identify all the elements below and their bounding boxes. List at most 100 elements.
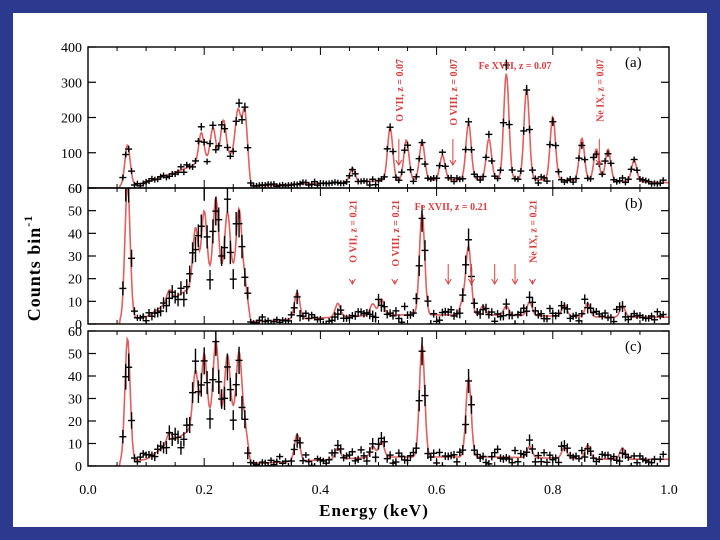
data-point bbox=[543, 458, 551, 466]
data-point bbox=[488, 308, 496, 316]
data-point bbox=[125, 145, 133, 153]
data-point bbox=[619, 301, 627, 313]
y-tick-label: 30 bbox=[68, 250, 82, 265]
data-point bbox=[401, 146, 409, 154]
line-marker-arrowhead bbox=[491, 278, 499, 285]
data-point bbox=[258, 313, 266, 320]
data-point bbox=[511, 320, 519, 324]
plot-area bbox=[88, 331, 669, 466]
data-point bbox=[398, 318, 406, 324]
data-point bbox=[311, 178, 319, 185]
data-point bbox=[287, 311, 295, 319]
panel-label: (a) bbox=[625, 55, 642, 71]
data-point bbox=[215, 369, 223, 394]
data-point bbox=[136, 453, 144, 461]
y-tick-label: 0 bbox=[75, 182, 82, 197]
data-point bbox=[485, 130, 493, 138]
data-point bbox=[436, 448, 444, 457]
data-point bbox=[537, 457, 545, 466]
plot-area bbox=[88, 188, 669, 324]
data-point bbox=[244, 144, 252, 151]
line-marker-arrowhead bbox=[444, 278, 452, 285]
x-tick-label: 1.0 bbox=[660, 483, 678, 498]
data-point bbox=[203, 225, 211, 249]
data-point bbox=[226, 240, 234, 265]
data-point bbox=[555, 458, 563, 466]
data-point bbox=[209, 219, 217, 244]
annotation-arrowhead bbox=[529, 278, 536, 285]
y-tick-label: 60 bbox=[68, 325, 82, 340]
data-point bbox=[276, 453, 284, 460]
data-point bbox=[581, 156, 589, 163]
data-point bbox=[476, 177, 484, 184]
line-annotation-group: O VII, z = 0.07 bbox=[395, 59, 406, 122]
data-point bbox=[162, 441, 170, 455]
data-point bbox=[177, 281, 185, 296]
data-point bbox=[418, 204, 426, 232]
line-annotation: O VII, z = 0.21 bbox=[348, 200, 359, 263]
data-point bbox=[409, 309, 417, 317]
data-point bbox=[389, 148, 397, 155]
data-point bbox=[621, 179, 629, 186]
data-point bbox=[528, 167, 536, 174]
data-point bbox=[648, 459, 656, 466]
panel-1: 0 100 200 300 400 (a) O VII, z = 0.07 O VIII, z… bbox=[61, 41, 670, 197]
data-point bbox=[511, 446, 519, 455]
y-tick-label: 40 bbox=[68, 370, 82, 385]
data-point bbox=[270, 461, 278, 466]
data-point bbox=[572, 175, 580, 182]
data-point bbox=[563, 443, 571, 453]
data-point bbox=[499, 310, 507, 321]
data-point bbox=[392, 307, 400, 315]
data-point bbox=[354, 455, 362, 463]
y-axis-label: Counts bin-1 bbox=[21, 215, 44, 322]
data-point bbox=[229, 269, 237, 290]
annotation-arrowhead bbox=[391, 278, 399, 285]
y-tick-label: 30 bbox=[68, 393, 82, 408]
data-point bbox=[479, 173, 487, 180]
data-point bbox=[209, 121, 217, 130]
line-annotation-group: O VIII, z = 0.07 bbox=[449, 59, 460, 126]
data-point bbox=[575, 155, 583, 162]
data-point bbox=[421, 384, 429, 407]
data-point bbox=[372, 452, 380, 463]
data-point bbox=[555, 309, 563, 318]
data-point bbox=[206, 270, 214, 290]
data-point bbox=[424, 295, 432, 307]
panel-label: (b) bbox=[625, 196, 643, 212]
data-point bbox=[372, 181, 380, 188]
y-axis-label-group: Counts bin-1 bbox=[21, 215, 44, 322]
data-point bbox=[656, 455, 664, 463]
line-annotation: O VIII, z = 0.21 bbox=[391, 200, 402, 267]
data-point bbox=[528, 444, 536, 454]
data-point bbox=[348, 166, 356, 173]
annotation-arrowhead bbox=[595, 159, 603, 166]
data-point bbox=[186, 265, 194, 282]
data-point bbox=[212, 146, 220, 154]
data-point bbox=[595, 456, 603, 463]
data-point bbox=[177, 163, 185, 170]
data-point bbox=[197, 123, 205, 131]
data-point bbox=[223, 144, 231, 151]
model-curve bbox=[88, 73, 669, 188]
data-point bbox=[302, 310, 310, 317]
data-point bbox=[514, 176, 522, 183]
data-point bbox=[456, 307, 464, 319]
data-point bbox=[345, 172, 353, 179]
data-point bbox=[494, 175, 502, 182]
data-point bbox=[351, 170, 359, 177]
y-tick-label: 200 bbox=[61, 112, 82, 127]
data-point bbox=[587, 303, 595, 314]
data-point bbox=[453, 458, 461, 466]
data-point bbox=[482, 303, 490, 314]
data-point bbox=[151, 452, 159, 462]
data-point bbox=[130, 307, 138, 315]
data-point bbox=[575, 455, 583, 463]
data-point bbox=[128, 412, 136, 429]
data-point bbox=[633, 459, 641, 466]
data-point bbox=[467, 395, 475, 414]
y-tick-label: 0 bbox=[75, 318, 82, 333]
data-point bbox=[459, 175, 467, 182]
data-point bbox=[363, 457, 371, 465]
data-point bbox=[578, 141, 586, 150]
